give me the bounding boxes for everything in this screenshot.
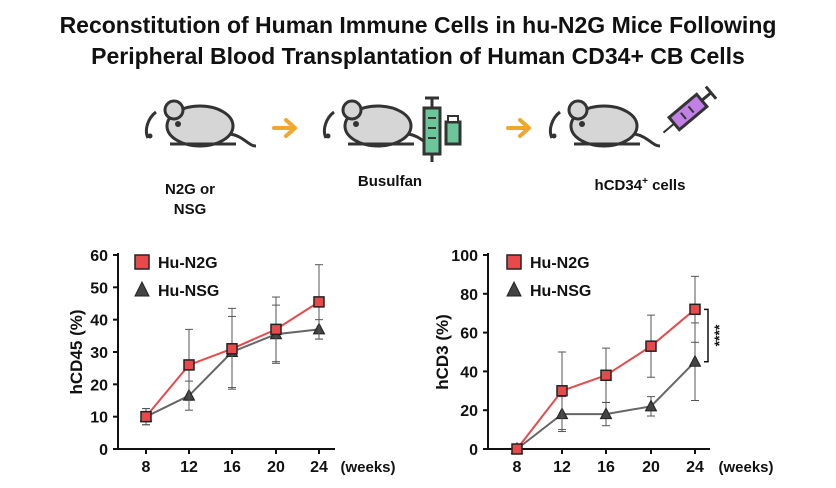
chart-1-y-tick-label: 30 [90,345,108,362]
chart-2-significance-label: **** [711,324,727,346]
chart-2-y-axis-label: hCD3 (%) [433,314,452,390]
chart-1-x-tick-label: 24 [310,459,328,476]
chart-2-data-point-hu-n2g [645,340,657,352]
step-label-strain: N2G or NSG [140,180,240,220]
chart-1-data-point-hu-n2g [226,343,238,355]
chart-1-y-tick-label: 40 [90,313,108,330]
step-label-strain-line-1: N2G or [164,181,215,198]
arrow-right-icon [506,118,531,138]
chart-1-data-point-hu-n2g [183,359,195,371]
step-label-cells-sup: + [642,176,648,187]
vial-icon [444,115,462,146]
chart-2-x-axis-label: (weeks) [718,459,773,476]
chart-2-legend-label-hu-nsg: Hu-NSG [530,283,591,300]
chart-2-x-tick-label: 24 [686,459,704,476]
chart-1-data-point-hu-n2g [313,296,325,308]
syringe-icon [662,85,718,134]
chart-1-data-point-hu-n2g [140,410,152,423]
chart-1-y-tick-label: 0 [99,442,108,459]
chart-1-legend-label-hu-n2g: Hu-N2G [158,255,218,272]
title-line-2: Peripheral Blood Transplantation of Huma… [91,43,745,69]
chart-2-y-tick-label: 80 [460,287,478,304]
chart-2-data-point-hu-n2g [600,369,612,382]
syringe-icon [422,96,442,162]
chart-2-data-point-hu-nsg [599,407,613,420]
chart-1-x-tick-label: 12 [180,459,198,476]
chart-1-x-tick-label: 8 [142,459,151,476]
chart-1-legend-marker-hu-n2g [134,254,150,270]
chart-2-data-point-hu-nsg [644,399,658,412]
chart-2-data-point-hu-n2g [556,385,568,397]
step-label-strain-line-2: NSG [173,201,207,218]
chart-2-legend-label-hu-n2g: Hu-N2G [530,255,590,272]
chart-1-y-tick-label: 60 [90,248,108,265]
chart-1-x-tick-label: 16 [223,459,241,476]
chart-1-legend-marker-hu-nsg [134,280,150,297]
chart-1-y-tick-label: 50 [90,280,108,297]
chart-2-x-tick-label: 20 [642,459,660,476]
chart-2-data-point-hu-nsg [688,354,702,367]
chart-1-legend-label-hu-nsg: Hu-NSG [158,283,219,300]
chart-2-legend-marker-hu-n2g [506,254,522,270]
chart-1-data-point-hu-n2g [270,323,282,336]
step-label-busulfan: Busulfan [357,173,423,190]
chart-2-y-tick-label: 20 [460,403,478,420]
chart-2-x-tick-label: 12 [553,459,571,476]
chart-1-y-tick-label: 10 [90,410,108,427]
step-label-cells: hCD34+ cells [560,172,720,196]
chart-2-y-tick-label: 60 [460,326,478,343]
chart-2-y-tick-label: 100 [451,248,478,265]
chart-2-x-tick-label: 8 [513,459,522,476]
chart-1-y-axis-label: hCD45 (%) [67,309,86,394]
chart-1-x-tick-label: 20 [267,459,285,476]
chart-2-legend-marker-hu-nsg [506,280,522,297]
chart-2-data-point-hu-n2g [689,303,701,316]
title-line-1: Reconstitution of Human Immune Cells in … [59,12,777,38]
chart-1-x-axis-label: (weeks) [340,459,395,476]
chart-2-significance-bracket [704,308,709,363]
chart-2-data-point-hu-n2g [511,443,523,455]
chart-2-y-tick-label: 0 [469,442,478,459]
step-label-cells-main: hCD34 [594,177,643,194]
figure-title: Reconstitution of Human Immune Cells in … [0,10,836,72]
chart-2-x-tick-label: 16 [597,459,615,476]
step-label-cells-rest: cells [647,177,686,194]
chart-2-y-tick-label: 40 [460,364,478,381]
chart-1-y-tick-label: 20 [90,377,108,394]
arrow-right-icon [272,118,297,138]
